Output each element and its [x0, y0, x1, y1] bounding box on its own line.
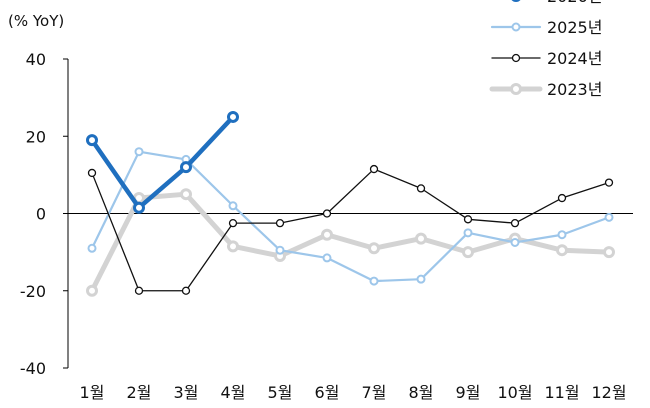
- y-tick-label: 20: [26, 127, 46, 146]
- x-tick-label: 12월: [591, 383, 626, 402]
- series-layer: [86, 110, 615, 297]
- legend-swatch-marker: [511, 53, 521, 63]
- y-axis-unit-label: (% YoY): [8, 12, 64, 30]
- x-tick-label: 1월: [80, 383, 105, 402]
- data-point: [463, 228, 473, 238]
- data-point: [415, 232, 427, 245]
- data-point: [275, 245, 285, 255]
- data-point: [134, 286, 144, 295]
- x-tick-label: 3월: [174, 383, 199, 402]
- data-point: [227, 110, 239, 123]
- x-tick-label: 10월: [497, 383, 532, 402]
- data-point: [275, 219, 285, 228]
- x-tick-label: 2월: [127, 383, 152, 402]
- data-point: [510, 237, 520, 247]
- x-tick-label: 5월: [268, 383, 293, 402]
- data-point: [322, 209, 332, 218]
- x-tick-label: 7월: [362, 383, 387, 402]
- data-point: [228, 201, 238, 211]
- data-point: [416, 184, 426, 193]
- data-point: [180, 188, 192, 201]
- data-point: [86, 134, 98, 147]
- legend-swatch-marker: [511, 0, 521, 2]
- data-point: [369, 164, 379, 174]
- x-tick-label: 4월: [221, 383, 246, 402]
- data-point: [87, 243, 97, 253]
- x-tick-label: 8월: [409, 383, 434, 402]
- y-tick-labels: 40 20 0 -20 -40: [20, 50, 46, 378]
- legend: 2026년 2025년 2024년 2023년: [489, 0, 602, 99]
- legend-item: 2025년: [490, 18, 602, 37]
- data-point: [557, 230, 567, 240]
- legend-label: 2026년: [547, 0, 602, 6]
- x-tick-label: 9월: [456, 383, 481, 402]
- series-line: [89, 114, 236, 210]
- series-line: [91, 168, 610, 292]
- y-tick-label: 0: [36, 205, 46, 224]
- data-point: [463, 215, 473, 224]
- x-tick-label: 6월: [315, 383, 340, 402]
- legend-label: 2023년: [547, 80, 602, 99]
- data-point: [368, 242, 380, 255]
- data-point: [181, 286, 191, 295]
- series-2026년: [86, 110, 239, 214]
- series-2025년: [87, 147, 614, 286]
- data-point: [604, 212, 614, 222]
- data-point: [510, 219, 520, 228]
- data-point: [180, 161, 192, 174]
- data-point: [462, 246, 474, 259]
- data-point: [227, 240, 239, 253]
- data-point: [86, 284, 98, 297]
- axes: [63, 58, 633, 369]
- legend-item: 2023년: [489, 80, 602, 99]
- data-point: [603, 246, 615, 259]
- legend-item: 2024년: [491, 49, 602, 68]
- legend-label: 2025년: [547, 18, 602, 37]
- data-point: [133, 201, 145, 214]
- data-point: [228, 219, 238, 228]
- data-point: [322, 253, 332, 263]
- data-point: [87, 168, 97, 178]
- legend-item: 2026년: [511, 0, 602, 6]
- y-tick-label: -40: [20, 359, 46, 378]
- series-2024년: [87, 164, 614, 295]
- data-point: [369, 276, 379, 286]
- data-point: [416, 274, 426, 284]
- legend-label: 2024년: [547, 49, 602, 68]
- data-point: [556, 244, 568, 257]
- y-tick-label: 40: [26, 50, 46, 69]
- y-tick-label: -20: [20, 282, 46, 301]
- legend-swatch-marker: [511, 22, 521, 32]
- x-tick-label: 11월: [544, 383, 579, 402]
- series-line: [89, 191, 612, 294]
- legend-swatch-marker: [510, 83, 522, 95]
- series-2023년: [86, 188, 615, 297]
- data-point: [134, 147, 144, 157]
- data-point: [557, 193, 567, 203]
- data-point: [321, 228, 333, 241]
- data-point: [604, 178, 614, 187]
- x-tick-labels: 1월 2월 3월 4월 5월 6월 7월 8월 9월 10월 11월 12월: [80, 383, 627, 402]
- series-line: [90, 150, 611, 283]
